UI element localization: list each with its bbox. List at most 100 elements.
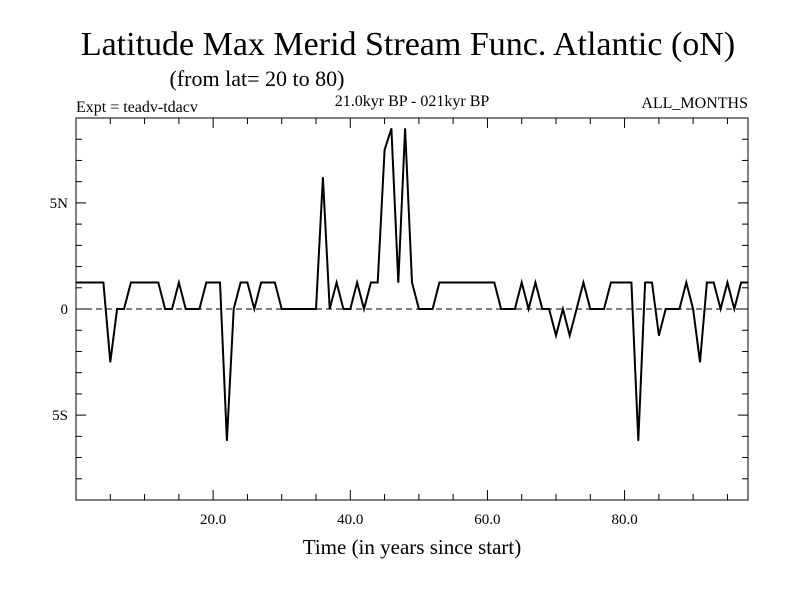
data-point bbox=[123, 308, 125, 310]
data-point bbox=[363, 308, 365, 310]
data-point bbox=[548, 308, 550, 310]
x-tick-label: 20.0 bbox=[200, 512, 226, 528]
data-point bbox=[596, 308, 598, 310]
data-point bbox=[665, 308, 667, 310]
data-point bbox=[82, 281, 84, 284]
data-point bbox=[733, 308, 735, 310]
data-point bbox=[452, 281, 454, 284]
period-label: 21.0kyr BP - 021kyr BP bbox=[335, 93, 490, 110]
data-point bbox=[287, 308, 290, 310]
data-point bbox=[377, 281, 379, 284]
data-point bbox=[747, 281, 749, 284]
data-point bbox=[575, 308, 578, 310]
data-point bbox=[473, 281, 475, 284]
data-point bbox=[356, 281, 358, 284]
y-tick-label: 0 bbox=[61, 302, 69, 318]
data-point bbox=[301, 308, 303, 310]
data-point bbox=[411, 281, 413, 284]
y-tick-label: 5S bbox=[52, 408, 68, 424]
data-point bbox=[527, 308, 530, 310]
data-point bbox=[219, 281, 221, 284]
data-point bbox=[651, 281, 653, 284]
data-point bbox=[260, 281, 262, 284]
data-point bbox=[623, 281, 626, 284]
data-point bbox=[719, 308, 722, 310]
data-point bbox=[95, 281, 98, 284]
data-point bbox=[253, 308, 255, 310]
data-point bbox=[246, 281, 249, 284]
series-group bbox=[75, 128, 749, 442]
data-point bbox=[644, 281, 646, 284]
data-point bbox=[89, 281, 91, 284]
data-point bbox=[589, 308, 591, 310]
data-point bbox=[740, 281, 742, 284]
data-point bbox=[267, 281, 269, 284]
data-point bbox=[438, 281, 441, 284]
data-point bbox=[726, 281, 729, 284]
data-point bbox=[397, 281, 399, 284]
data-point bbox=[603, 308, 605, 310]
data-point bbox=[445, 281, 447, 284]
data-point bbox=[610, 281, 612, 284]
data-point bbox=[329, 308, 331, 310]
data-point bbox=[637, 439, 639, 442]
x-tick-label: 80.0 bbox=[611, 512, 637, 528]
data-point bbox=[630, 281, 633, 284]
data-point bbox=[205, 281, 207, 284]
data-point bbox=[390, 128, 393, 130]
data-point bbox=[198, 308, 201, 310]
data-point bbox=[479, 281, 482, 284]
data-point bbox=[514, 308, 516, 310]
data-point bbox=[102, 281, 105, 284]
data-point bbox=[171, 308, 173, 310]
data-point bbox=[713, 281, 715, 284]
data-point bbox=[370, 281, 372, 284]
data-point bbox=[109, 361, 111, 363]
data-point bbox=[671, 308, 674, 310]
data-point bbox=[685, 281, 687, 284]
axis-ticks bbox=[76, 117, 748, 501]
data-point bbox=[534, 281, 537, 284]
data-point bbox=[404, 128, 406, 130]
data-point bbox=[383, 149, 386, 151]
data-point bbox=[143, 281, 146, 284]
chart-title: Latitude Max Merid Stream Func. Atlantic… bbox=[81, 26, 735, 63]
data-point bbox=[521, 281, 523, 284]
data-point bbox=[349, 308, 351, 310]
data-point bbox=[130, 281, 132, 284]
data-point bbox=[500, 308, 502, 310]
series-line-0 bbox=[76, 128, 748, 441]
data-point bbox=[164, 308, 166, 310]
data-point bbox=[706, 281, 708, 284]
data-point bbox=[692, 308, 694, 310]
data-point bbox=[425, 308, 427, 310]
data-point bbox=[486, 281, 489, 284]
x-axis-label: Time (in years since start) bbox=[303, 535, 522, 559]
data-point bbox=[212, 281, 214, 284]
data-point bbox=[562, 308, 564, 310]
data-point bbox=[582, 281, 585, 284]
data-point bbox=[178, 281, 180, 284]
data-point bbox=[281, 308, 283, 310]
data-point bbox=[226, 439, 228, 442]
x-tick-label: 60.0 bbox=[474, 512, 500, 528]
data-point bbox=[335, 281, 338, 284]
data-point bbox=[678, 308, 681, 310]
data-point bbox=[569, 334, 571, 337]
data-point bbox=[431, 308, 434, 310]
data-point bbox=[116, 308, 118, 310]
data-point bbox=[308, 308, 310, 310]
x-tick-label: 40.0 bbox=[337, 512, 363, 528]
data-point bbox=[658, 334, 660, 337]
data-point bbox=[418, 308, 420, 310]
data-point bbox=[507, 308, 509, 310]
data-point bbox=[157, 281, 159, 284]
data-point bbox=[294, 308, 297, 310]
data-point bbox=[466, 281, 468, 284]
data-point bbox=[137, 281, 139, 284]
season-label: ALL_MONTHS bbox=[641, 95, 748, 112]
data-point bbox=[150, 281, 153, 284]
data-point bbox=[493, 281, 495, 284]
y-tick-label: 5N bbox=[50, 196, 69, 212]
